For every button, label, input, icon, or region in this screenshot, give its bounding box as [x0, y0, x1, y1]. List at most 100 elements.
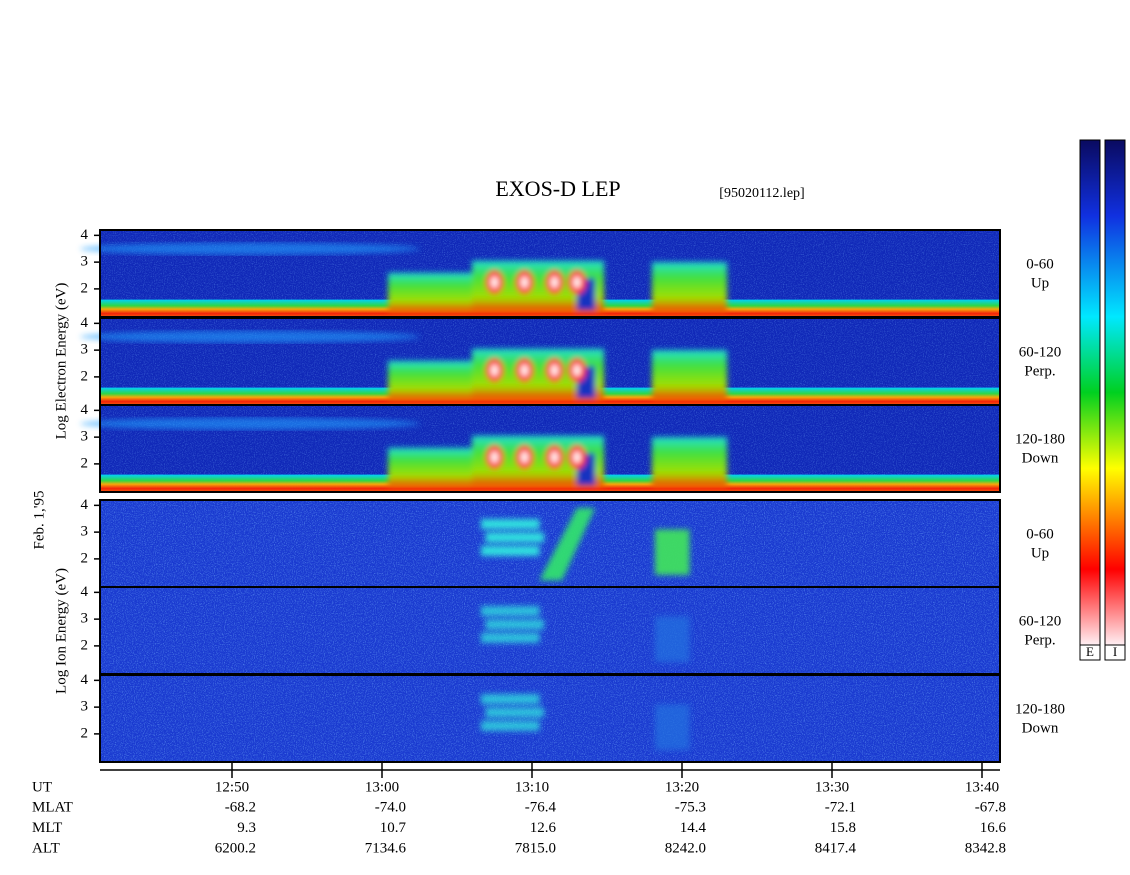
hot-core	[573, 451, 581, 464]
y-tick-label: 3	[81, 254, 89, 270]
row-label: MLAT	[32, 799, 73, 815]
ephemeris-value: 6200.2	[215, 840, 256, 856]
spectrogram-panel	[80, 317, 1001, 406]
file-name: [95020112.lep]	[719, 186, 804, 201]
ephemeris-value: -68.2	[225, 799, 256, 815]
colorbar-label: E	[1086, 644, 1094, 659]
y-axis-label: Log Ion Energy (eV)	[53, 568, 69, 694]
ion-beam	[481, 606, 540, 617]
ephemeris-value: 7134.6	[365, 840, 407, 856]
panel-frame	[99, 674, 1001, 763]
y-tick-label: 2	[81, 725, 89, 741]
panel-label: 60-120	[1019, 344, 1062, 360]
panel-frame	[99, 404, 1001, 493]
panel-noise	[100, 587, 1000, 674]
ephemeris-value: 14.4	[680, 820, 707, 836]
ephemeris-value: 8342.8	[965, 840, 1006, 856]
ephemeris-value: 15.8	[830, 820, 856, 836]
x-tick-label: 13:00	[365, 779, 399, 795]
ephemeris-value: -72.1	[825, 799, 856, 815]
active-region	[388, 435, 727, 488]
hot-core	[520, 451, 529, 464]
ephemeris-value: -76.4	[525, 799, 557, 815]
ion-beam	[655, 529, 690, 575]
y-tick-label: 4	[81, 584, 89, 600]
ion-beam	[485, 707, 544, 718]
panel-label: 0-60	[1026, 526, 1054, 542]
hot-core	[573, 364, 581, 377]
panel-label: Down	[1022, 720, 1059, 736]
x-tick-label: 13:30	[815, 779, 849, 795]
active-band	[388, 360, 487, 401]
y-tick-label: 3	[81, 429, 89, 445]
ephemeris-value: 10.7	[380, 820, 407, 836]
y-tick-label: 2	[81, 368, 89, 384]
x-tick-label: 13:20	[665, 779, 699, 795]
active-region	[481, 606, 690, 662]
panel-label: 60-120	[1019, 613, 1062, 629]
spectrogram-panel	[99, 586, 1001, 675]
hot-core	[490, 364, 499, 377]
spectrogram-panel	[80, 404, 1001, 493]
colorbar-label: I	[1113, 644, 1117, 659]
panel-label: Perp.	[1024, 632, 1055, 648]
y-tick-label: 4	[81, 315, 89, 331]
row-label: UT	[32, 779, 52, 795]
ion-beam	[485, 532, 544, 543]
active-region	[481, 508, 690, 581]
active-region	[481, 694, 690, 750]
active-region	[388, 348, 727, 401]
y-tick-label: 3	[81, 342, 89, 358]
hot-core	[550, 364, 559, 377]
hot-core	[550, 276, 559, 289]
ion-beam	[481, 720, 540, 731]
panel-label: 0-60	[1026, 256, 1054, 272]
y-tick-label: 2	[81, 280, 89, 296]
active-band	[388, 272, 487, 313]
ephemeris-value: 16.6	[980, 820, 1007, 836]
chart-title: EXOS-D LEP	[495, 176, 620, 201]
hot-core	[550, 451, 559, 464]
panel-label: 120-180	[1015, 701, 1065, 717]
ion-beam	[539, 508, 595, 581]
ion-beam	[481, 545, 540, 556]
ephemeris-value: 8242.0	[665, 840, 706, 856]
colorbar	[1079, 139, 1101, 646]
spectrogram-panel	[99, 499, 1001, 588]
hot-core	[573, 276, 581, 289]
y-tick-label: 3	[81, 611, 89, 627]
x-tick-label: 13:40	[965, 779, 999, 795]
ephemeris-value: 12.6	[530, 820, 557, 836]
y-tick-label: 2	[81, 637, 89, 653]
hot-core	[520, 364, 529, 377]
y-axis-label: Log Electron Energy (eV)	[53, 283, 69, 440]
faint-arc	[80, 242, 420, 255]
spectrogram-panel	[80, 229, 1001, 318]
colorbar-box	[1079, 644, 1101, 661]
ion-beam	[481, 694, 540, 705]
hot-core	[490, 276, 499, 289]
row-label: ALT	[32, 840, 60, 856]
ion-beam	[481, 519, 540, 530]
ion-beam	[655, 704, 690, 750]
active-band	[652, 262, 727, 313]
active-band	[652, 437, 727, 488]
y-tick-label: 2	[81, 455, 89, 471]
active-band	[652, 350, 727, 401]
faint-arc	[80, 417, 420, 430]
hot-core	[520, 276, 529, 289]
panel-label: Perp.	[1024, 363, 1055, 379]
y-tick-label: 4	[81, 227, 89, 243]
y-tick-label: 3	[81, 524, 89, 540]
active-band	[388, 447, 487, 488]
y-tick-label: 4	[81, 672, 89, 688]
x-tick-label: 12:50	[215, 779, 249, 795]
x-tick-label: 13:10	[515, 779, 549, 795]
y-tick-label: 3	[81, 699, 89, 715]
panel-label: Up	[1031, 545, 1049, 561]
colorbar	[1104, 139, 1126, 646]
panel-label: Up	[1031, 275, 1049, 291]
ephemeris-value: 9.3	[237, 820, 256, 836]
panel-label: Down	[1022, 450, 1059, 466]
